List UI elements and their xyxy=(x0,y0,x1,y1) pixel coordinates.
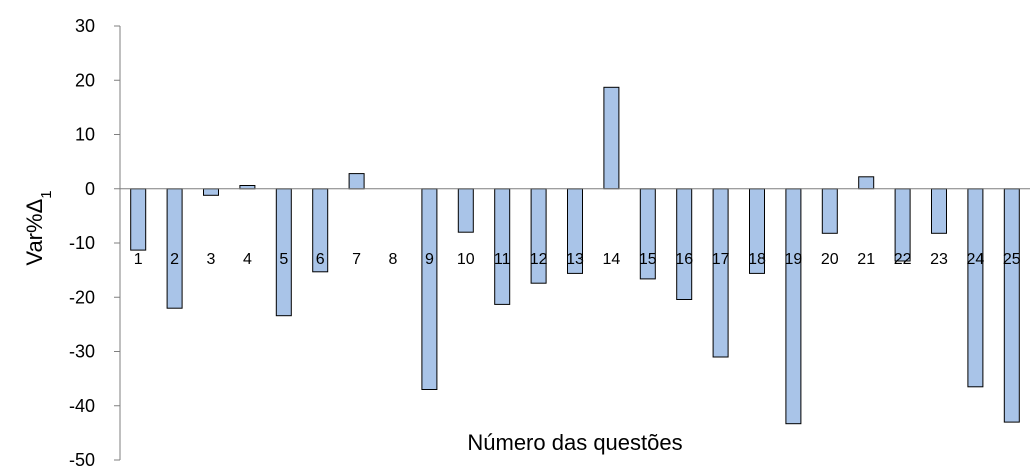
y-tick-label: -10 xyxy=(69,233,95,253)
y-tick-label: 10 xyxy=(75,125,95,145)
y-tick-label: -30 xyxy=(69,342,95,362)
category-label: 1 xyxy=(134,251,143,268)
category-label: 7 xyxy=(352,251,361,268)
y-tick-label: -40 xyxy=(69,396,95,416)
category-label: 4 xyxy=(243,251,252,268)
bar xyxy=(130,188,147,251)
category-label: 17 xyxy=(712,251,730,268)
category-label: 20 xyxy=(821,251,839,268)
category-label: 5 xyxy=(279,251,288,268)
category-label: 13 xyxy=(566,251,584,268)
y-tick-label: 20 xyxy=(75,70,95,90)
bar xyxy=(457,188,474,233)
bar xyxy=(785,188,802,425)
category-label: 19 xyxy=(785,251,803,268)
category-label: 10 xyxy=(457,251,475,268)
category-label: 23 xyxy=(930,251,948,268)
bar xyxy=(931,188,947,234)
category-label: 16 xyxy=(675,251,693,268)
y-axis-title: Var%Δ1 xyxy=(22,190,55,265)
bar xyxy=(858,176,875,190)
category-label: 24 xyxy=(967,251,985,268)
bar xyxy=(1003,188,1020,423)
bar xyxy=(530,188,547,284)
bar xyxy=(494,188,511,305)
category-label: 8 xyxy=(389,251,398,268)
y-tick-label: 30 xyxy=(75,16,95,36)
category-label: 15 xyxy=(639,251,657,268)
x-axis-title: Número das questões xyxy=(467,430,682,455)
y-tick-label: 0 xyxy=(85,179,95,199)
bar xyxy=(166,188,183,309)
category-label: 14 xyxy=(603,251,621,268)
bar xyxy=(967,188,984,388)
bar xyxy=(203,188,219,196)
bar xyxy=(712,188,729,358)
y-tick-label: -50 xyxy=(69,450,95,468)
y-tick-label: -20 xyxy=(69,287,95,307)
bar xyxy=(676,188,693,300)
category-label: 22 xyxy=(894,251,912,268)
y-axis-title-main: Var%Δ xyxy=(22,198,47,265)
category-label: 9 xyxy=(425,251,434,268)
category-label: 12 xyxy=(530,251,548,268)
category-label: 11 xyxy=(494,251,511,268)
category-label: 18 xyxy=(748,251,766,268)
category-label: 25 xyxy=(1003,251,1021,268)
category-label: 2 xyxy=(170,251,179,268)
bars xyxy=(130,86,1020,425)
bar xyxy=(421,188,438,390)
category-label: 6 xyxy=(316,251,325,268)
bar xyxy=(603,86,620,190)
y-axis-title-subscript: 1 xyxy=(38,190,55,198)
y-axis: 30 20 10 0 -10 -20 -30 -40 -50 xyxy=(69,16,121,468)
category-label: 3 xyxy=(207,251,216,268)
bar xyxy=(821,188,838,234)
bar xyxy=(348,173,365,190)
category-label: 21 xyxy=(857,251,875,268)
category-labels: 1 2 3 4 5 6 7 8 9 10 11 12 13 14 15 16 17 18 19 20 21 22 23 24 2… xyxy=(134,251,1021,268)
